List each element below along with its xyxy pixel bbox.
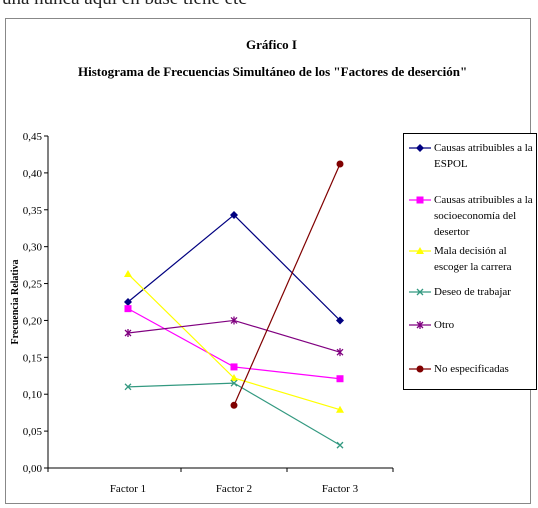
data-point-marker bbox=[416, 196, 424, 204]
x-tick-label: Factor 1 bbox=[110, 483, 146, 495]
data-point-marker bbox=[416, 321, 424, 329]
legend-swatch bbox=[409, 365, 431, 373]
legend-swatch bbox=[409, 144, 431, 152]
data-point-marker bbox=[230, 363, 238, 371]
data-point-marker bbox=[336, 348, 344, 357]
series-line bbox=[233, 163, 341, 406]
series-line bbox=[127, 382, 341, 446]
data-point-marker bbox=[124, 383, 132, 391]
data-point-marker bbox=[336, 160, 344, 168]
data-point-marker bbox=[124, 305, 132, 313]
data-point-marker bbox=[336, 375, 344, 383]
data-point-marker bbox=[230, 373, 238, 381]
legend-label: Mala decisión al escoger la carrera bbox=[434, 245, 512, 273]
data-point-marker bbox=[416, 247, 424, 254]
data-point-marker bbox=[416, 288, 424, 296]
series-line bbox=[127, 273, 341, 411]
x-tick-label: Factor 3 bbox=[322, 483, 359, 495]
y-axis-label: Frecuencia Relativa bbox=[10, 259, 21, 344]
legend-label: Deseo de trabajar bbox=[434, 286, 511, 298]
legend-swatch bbox=[409, 288, 431, 296]
data-point-marker bbox=[230, 379, 238, 387]
legend-label: Otro bbox=[434, 319, 455, 331]
chart-legend: Causas atribuibles a la ESPOL Causas atri… bbox=[403, 133, 537, 390]
data-point-marker bbox=[336, 316, 344, 325]
data-point-marker bbox=[230, 316, 238, 325]
data-point-marker bbox=[230, 210, 238, 219]
y-tick-label: 0,45 bbox=[23, 131, 43, 143]
legend-swatch bbox=[409, 321, 431, 329]
data-point-marker bbox=[124, 269, 132, 277]
x-tick-label: Factor 2 bbox=[216, 483, 252, 495]
chart-title: Gráfico I bbox=[246, 37, 297, 52]
y-tick-label: 0,40 bbox=[23, 168, 43, 180]
legend-label: No especificadas bbox=[434, 363, 509, 375]
y-tick-label: 0,10 bbox=[23, 389, 43, 401]
y-tick-label: 0,30 bbox=[23, 242, 43, 254]
data-point-marker bbox=[230, 401, 238, 409]
y-tick-label: 0,15 bbox=[23, 352, 43, 364]
y-tick-label: 0,35 bbox=[23, 205, 43, 217]
data-point-marker bbox=[416, 144, 424, 152]
y-tick-label: 0,05 bbox=[23, 426, 43, 438]
series-line bbox=[127, 319, 341, 353]
legend-label: Causas atribuibles a la ESPOL bbox=[434, 142, 533, 170]
y-tick-label: 0,25 bbox=[23, 279, 43, 291]
header-fragment-text: una nunca aquí en base tiene etc bbox=[2, 0, 247, 10]
legend-swatch bbox=[409, 196, 431, 204]
data-point-marker bbox=[124, 328, 132, 337]
data-point-marker bbox=[336, 441, 344, 449]
chart-subtitle: Histograma de Frecuencias Simultáneo de … bbox=[78, 64, 468, 79]
y-tick-label: 0,20 bbox=[23, 315, 43, 327]
legend-label: Causas atribuibles a la socioeconomía de… bbox=[434, 194, 533, 238]
data-point-marker bbox=[124, 298, 132, 306]
legend-swatch bbox=[409, 247, 431, 254]
data-point-marker bbox=[416, 365, 424, 373]
data-point-marker bbox=[336, 405, 344, 413]
y-tick-label: 0,00 bbox=[23, 463, 43, 475]
